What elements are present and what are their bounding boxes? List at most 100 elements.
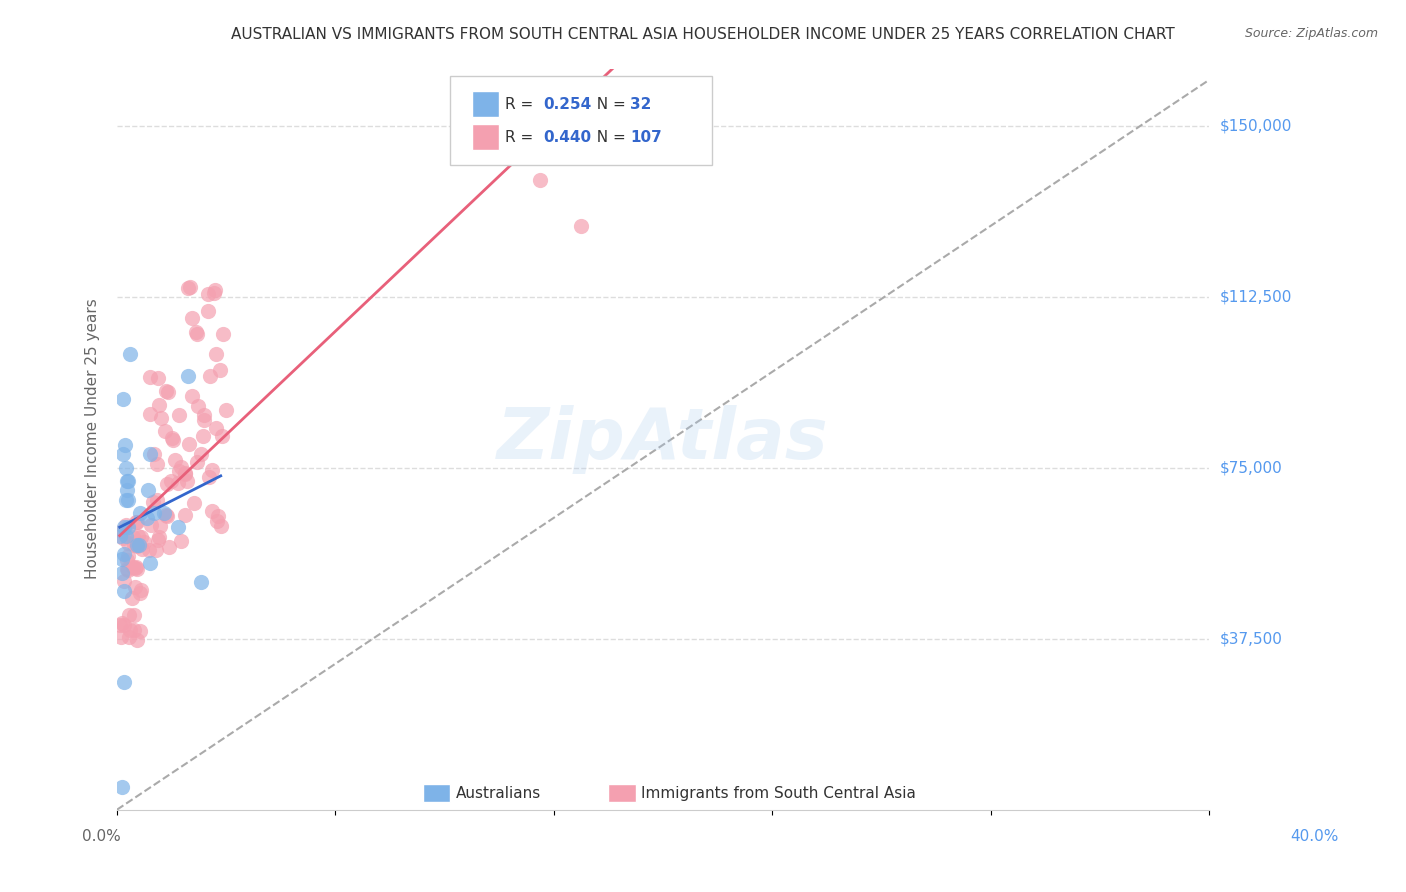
Point [198,368,221,383]
Point [211,429,233,443]
Text: 0.440: 0.440 [543,130,591,145]
Point [112,574,135,589]
Point [181,310,204,325]
Bar [472,124,499,150]
Point [167,475,190,490]
Point [114,617,136,632]
Point [167,520,190,534]
Point [110,566,132,580]
Point [156,384,179,399]
Point [136,483,159,498]
Point [193,413,215,427]
Point [125,559,148,574]
Text: 32: 32 [630,96,651,112]
Point [114,460,136,475]
Bar [472,91,499,117]
Point [529,173,551,187]
Point [177,437,200,451]
Point [117,564,139,578]
Point [197,303,219,318]
Point [146,493,169,508]
Point [197,469,219,483]
Point [111,524,134,538]
Point [129,585,152,599]
Point [167,464,190,478]
Point [146,457,169,471]
Point [165,453,187,467]
Point [112,447,135,461]
Point [122,538,145,552]
Point [122,624,145,638]
Point [209,518,232,533]
Point [204,420,226,434]
Point [186,326,208,341]
Point [160,431,183,445]
Point [127,562,149,576]
Point [190,447,212,461]
Point [149,411,172,425]
Point [129,624,152,638]
Text: 107: 107 [630,130,662,145]
Point [156,476,179,491]
Text: $150,000: $150,000 [1220,118,1292,133]
Point [174,466,197,480]
Point [125,516,148,530]
Text: ZipAtlas: ZipAtlas [498,405,830,474]
Point [155,384,177,399]
Text: $75,000: $75,000 [1220,460,1282,475]
Point [177,281,200,295]
Point [156,508,179,523]
Point [569,219,592,233]
Point [148,530,170,544]
Point [201,463,224,477]
Point [110,630,132,644]
Point [170,460,193,475]
Point [111,780,134,794]
Point [115,562,138,576]
Point [160,474,183,488]
Point [141,517,163,532]
Point [139,447,162,461]
Text: $37,500: $37,500 [1220,632,1284,646]
Point [184,325,207,339]
Point [129,530,152,544]
Point [183,496,205,510]
Point [142,506,165,520]
Point [204,283,226,297]
Point [120,346,142,360]
Point [125,538,148,552]
Point [157,540,180,554]
Point [139,370,162,384]
Point [114,438,136,452]
Point [112,531,135,545]
Point [117,520,139,534]
Point [155,424,177,438]
Point [127,529,149,543]
Point [114,675,136,690]
Point [110,529,132,543]
Point [139,557,162,571]
Point [121,591,143,605]
Y-axis label: Householder Income Under 25 years: Householder Income Under 25 years [86,299,100,580]
Point [197,287,219,301]
Point [202,286,225,301]
Point [131,582,153,597]
Point [128,538,150,552]
Point [179,280,201,294]
Point [143,447,166,461]
Point [136,510,159,524]
Point [114,529,136,543]
Point [191,429,214,443]
Point [176,474,198,488]
Point [115,475,138,489]
Point [117,492,139,507]
Point [214,402,236,417]
Point [125,538,148,552]
Point [186,455,208,469]
Text: 40.0%: 40.0% [1291,830,1339,844]
Point [176,369,198,384]
Text: 0.0%: 0.0% [82,830,121,844]
Point [124,560,146,574]
Point [124,608,146,623]
Point [142,494,165,508]
